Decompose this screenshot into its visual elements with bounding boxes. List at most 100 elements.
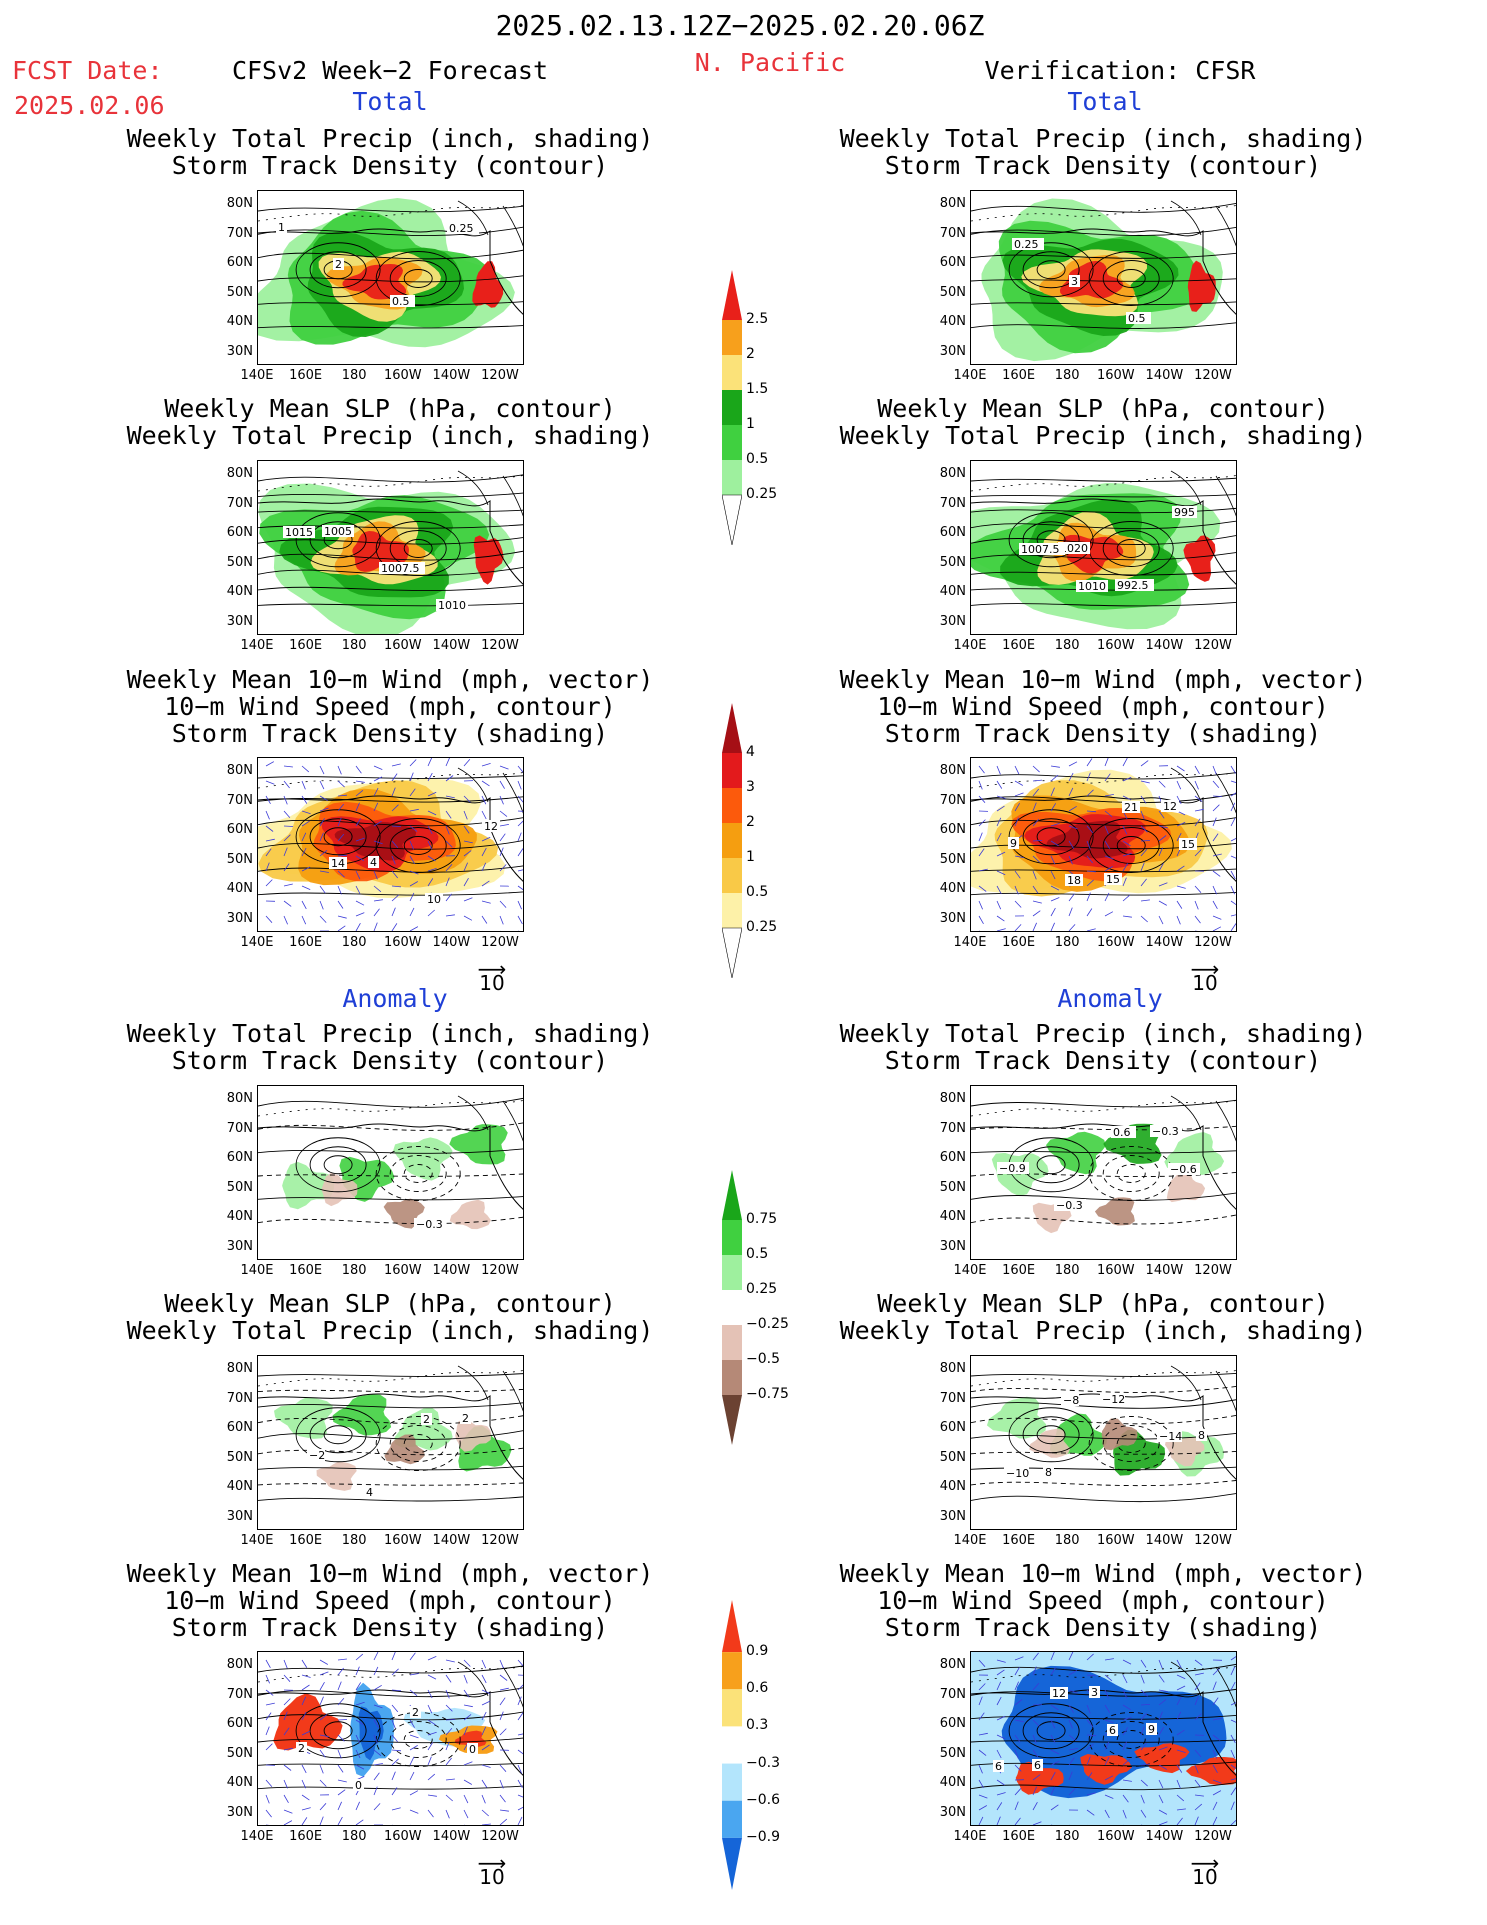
coastline-arctic: [258, 771, 523, 789]
wind-vector: [1194, 818, 1201, 827]
wind-vector: [409, 1652, 416, 1661]
lat-tick-label: 70N: [226, 1390, 253, 1406]
contour-label: 21: [1124, 801, 1138, 814]
contour-ring: [309, 1712, 367, 1750]
wind-vector: [337, 794, 348, 797]
wind-vector: [1158, 1821, 1168, 1825]
contour-label: −12: [1102, 1393, 1125, 1406]
wind-vector: [996, 851, 1006, 857]
wind-vector: [1086, 879, 1094, 887]
colorbar-segment: [722, 1689, 742, 1727]
wind-vector: [996, 780, 1003, 789]
wind-vector: [996, 1681, 1002, 1691]
colorbar-precip_anom: [722, 1170, 742, 1445]
lon-tick-label: 140W: [432, 638, 471, 653]
contour-ring: [389, 1155, 447, 1192]
map-canvas: 1005 1007.5 1010 1015: [258, 470, 523, 634]
wind-vector: [1050, 1704, 1059, 1711]
wind-vector: [996, 1749, 1002, 1759]
wind-vector: [978, 1816, 984, 1825]
coastline: [971, 228, 1236, 315]
colorbar-segment: [722, 270, 742, 320]
wind-vector: [464, 930, 465, 931]
map-canvas: −0.3 −0.9 −0.3 0.6 −0.6: [971, 1095, 1236, 1234]
contour-label: 3: [1071, 275, 1078, 288]
wind-vector: [391, 787, 396, 797]
lat-tick-label: 70N: [226, 495, 253, 511]
wind-vector: [283, 1747, 293, 1751]
contour-ring: [323, 1721, 353, 1741]
contour-ring: [1102, 1155, 1160, 1192]
lat-tick-label: 70N: [939, 1390, 966, 1406]
contour-label: 12: [484, 820, 498, 833]
map-panel-vf-total-wind: 15 12 9 18 21 15: [970, 757, 1237, 932]
lon-tick-label: 120W: [481, 935, 519, 950]
contour-label: 992.5: [1117, 579, 1149, 592]
contour-line: [971, 301, 1236, 306]
wind-vector: [1140, 1794, 1145, 1804]
contour-line: [971, 1432, 1236, 1440]
precip-anomaly-positive: [393, 1137, 453, 1181]
contour-ring: [1022, 818, 1080, 856]
wind-vector: [1176, 1674, 1186, 1680]
contour-label-bg: [1069, 275, 1080, 287]
map-panel-fc-total-wind: 4 10 12 14: [257, 757, 524, 932]
contour-ring: [1022, 521, 1080, 559]
wind-vector: [1194, 849, 1202, 857]
wind-vector: [337, 1681, 342, 1691]
wind-vector: [391, 1719, 396, 1729]
wind-vector: [409, 907, 415, 917]
wind-vector: [1176, 821, 1186, 827]
wind-vector: [481, 1779, 488, 1788]
coastline: [258, 1393, 523, 1480]
wind-vector: [481, 810, 487, 820]
contour-ring: [309, 521, 367, 559]
wind-vector: [517, 1659, 523, 1667]
wind-vector: [1194, 780, 1199, 790]
contour-line: [258, 205, 523, 213]
wind-vector: [319, 1816, 324, 1825]
wind-vector: [463, 1726, 468, 1736]
lon-tick-label: 160E: [289, 368, 323, 383]
wind-vector: [1212, 926, 1222, 931]
wind-vector: [463, 810, 468, 820]
contour-ring: [375, 1416, 461, 1471]
wind-vector: [481, 1809, 489, 1817]
wind-vector: [391, 1704, 399, 1713]
contour-label: 8: [1198, 1429, 1205, 1442]
contour-ring: [1022, 1712, 1080, 1750]
colorbar-segment: [722, 1290, 742, 1325]
lon-tick-label: 160W: [1096, 935, 1135, 950]
wind-vector: [499, 864, 507, 872]
wind-vector: [355, 1749, 361, 1759]
wind-vector: [445, 1659, 455, 1663]
contour-line: [971, 1739, 1236, 1743]
contour-line: [258, 537, 523, 545]
contour-line: [971, 1480, 1236, 1487]
colorbar-segment: [721, 927, 743, 979]
contour-label: 1: [278, 221, 285, 234]
wind-vector: [445, 758, 450, 767]
wind-vector: [1194, 1779, 1201, 1788]
panel-title-line: Storm Track Density (contour): [884, 1046, 1322, 1075]
contour-label: 4: [370, 856, 377, 869]
wind-vector: [464, 1824, 465, 1825]
wind-vector: [1230, 837, 1236, 842]
precip-shading: [472, 261, 504, 308]
contour-label: 18: [1067, 874, 1081, 887]
wind-vector: [265, 1726, 270, 1736]
wind-vector: [409, 788, 416, 797]
map-panel-vf-anom-slp: 8 8 −12 −14 −10 −8: [970, 1355, 1237, 1530]
wind-vector: [463, 878, 469, 887]
colorbar-storm_total: [721, 703, 743, 979]
wind-vector: [1158, 1711, 1163, 1721]
colorbar-label: 0.6: [746, 1680, 769, 1697]
wind-vector: [1212, 1764, 1218, 1773]
wind-vector: [427, 758, 433, 767]
lat-tick-label: 60N: [226, 1716, 253, 1731]
contour-line: [971, 1125, 1236, 1131]
lon-tick-label: 180: [1054, 638, 1080, 653]
wind-vector: [373, 870, 378, 880]
lon-tick-label: 160E: [1002, 935, 1036, 950]
